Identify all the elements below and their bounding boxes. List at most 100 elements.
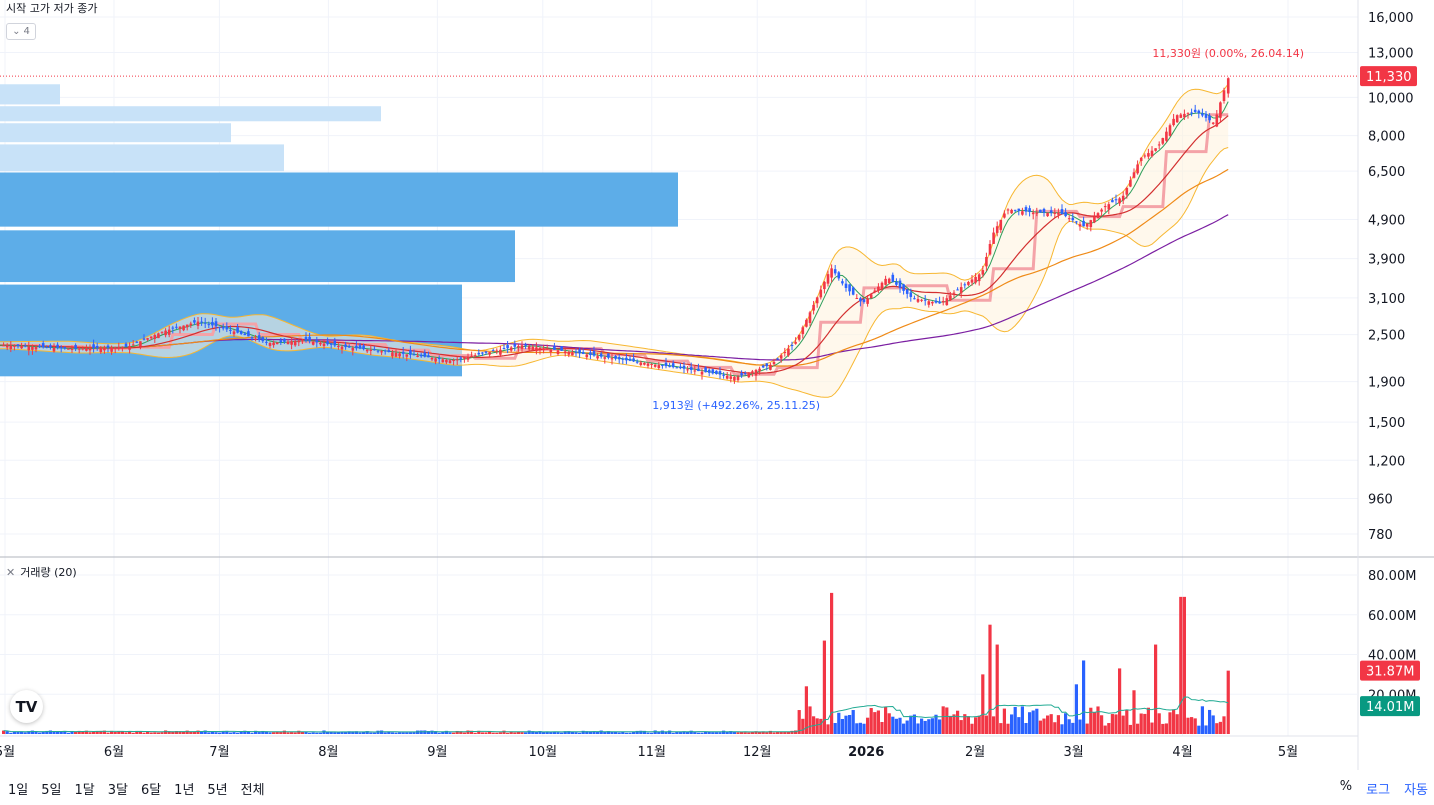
volume-bar (707, 731, 711, 734)
candle-body (592, 351, 596, 356)
volume-bar (1103, 725, 1107, 734)
candle-body (88, 348, 92, 351)
candle-body (1031, 212, 1035, 215)
volume-bar (156, 732, 160, 734)
price-tick-label: 780 (1368, 528, 1393, 543)
candle-body (981, 270, 985, 275)
candle-body (851, 287, 855, 295)
volume-bar (390, 732, 394, 734)
volume-bar (840, 718, 844, 734)
volume-bar (570, 731, 574, 734)
volume-bar (509, 731, 513, 734)
percent-toggle[interactable]: % (1339, 779, 1353, 794)
volume-bar (671, 732, 675, 734)
range-6m[interactable]: 6달 (140, 783, 162, 798)
candle-body (9, 345, 13, 350)
volume-bar (59, 731, 63, 734)
volume-bar (358, 732, 362, 734)
volume-bar (1038, 720, 1042, 734)
volume-bar (462, 732, 466, 734)
auto-toggle[interactable]: 자동 (1404, 783, 1428, 798)
range-3m[interactable]: 3달 (107, 783, 128, 798)
candle-body (344, 344, 347, 348)
volume-bar (621, 731, 625, 734)
candle-body (585, 354, 589, 358)
volume-bar (182, 731, 186, 734)
volume-bar (351, 731, 355, 734)
candle-body (869, 294, 873, 299)
time-tick-label: 9월 (427, 745, 447, 760)
volume-bar (1161, 723, 1165, 734)
candle-body (466, 356, 470, 360)
volume-bar (952, 714, 956, 734)
candle-body (178, 326, 182, 329)
close-icon[interactable]: ✕ (6, 565, 16, 579)
range-5y[interactable]: 5년 (207, 783, 228, 798)
range-all[interactable]: 전체 (240, 783, 265, 798)
candle-body (610, 358, 614, 360)
volume-bar (653, 730, 657, 734)
volume-bar (1096, 706, 1100, 734)
volume-bar (470, 730, 474, 734)
volume-profile-bar (0, 84, 60, 105)
volume-bar (887, 713, 891, 734)
candle-body (409, 350, 412, 355)
candle-body (221, 326, 225, 329)
candle-body (185, 324, 189, 328)
volume-bar (221, 731, 225, 734)
candle-body (621, 358, 625, 360)
candle-body (419, 354, 423, 357)
volume-bar (1082, 660, 1086, 734)
candle-body (1132, 172, 1136, 178)
candle-body (52, 347, 56, 352)
volume-bar (412, 732, 416, 734)
price-tick-label: 4,900 (1368, 214, 1405, 229)
candle-body (1046, 212, 1049, 217)
candle-body (1107, 204, 1111, 210)
range-1y[interactable]: 1년 (174, 783, 195, 798)
candle-body (488, 352, 491, 355)
range-1d[interactable]: 1일 (8, 783, 29, 798)
ohlc-legend: 시작 고가 저가 종가 (6, 2, 98, 15)
candle-body (1118, 198, 1121, 204)
candle-body (45, 346, 49, 348)
volume-bar (704, 731, 708, 734)
volume-bar (340, 731, 344, 734)
volume-bar (88, 732, 92, 734)
log-toggle[interactable]: 로그 (1366, 783, 1391, 798)
candle-body (700, 371, 704, 375)
candle-body (808, 312, 812, 323)
volume-bar (297, 730, 301, 734)
candle-body (128, 346, 131, 350)
volume-bar (1143, 713, 1147, 734)
legend-collapse-button[interactable]: ⌄ 4 (6, 23, 36, 40)
candle-body (499, 349, 502, 355)
candle-body (661, 364, 664, 366)
volume-bar (1053, 722, 1057, 734)
tradingview-logo[interactable]: TV (10, 690, 43, 723)
volume-bar (729, 731, 733, 734)
candle-body (423, 352, 427, 357)
candle-body (787, 348, 790, 356)
candle-body (27, 346, 31, 351)
volume-bar (826, 724, 830, 734)
candle-body (229, 329, 232, 331)
volume-bar (333, 732, 337, 734)
volume-bar (740, 732, 744, 734)
candle-body (1085, 223, 1089, 227)
candle-body (596, 356, 599, 359)
time-tick-label: 4월 (1172, 745, 1192, 760)
volume-bar (995, 644, 999, 734)
range-1m[interactable]: 1달 (74, 783, 95, 798)
range-5d[interactable]: 5일 (41, 783, 62, 798)
volume-bar (858, 722, 862, 734)
candle-body (751, 371, 754, 374)
volume-bar (189, 731, 193, 734)
candle-body (765, 363, 769, 367)
volume-bar (750, 731, 754, 734)
volume-bar (387, 731, 391, 734)
volume-bar (372, 732, 376, 734)
candle-body (243, 333, 247, 336)
volume-bar (311, 732, 315, 734)
